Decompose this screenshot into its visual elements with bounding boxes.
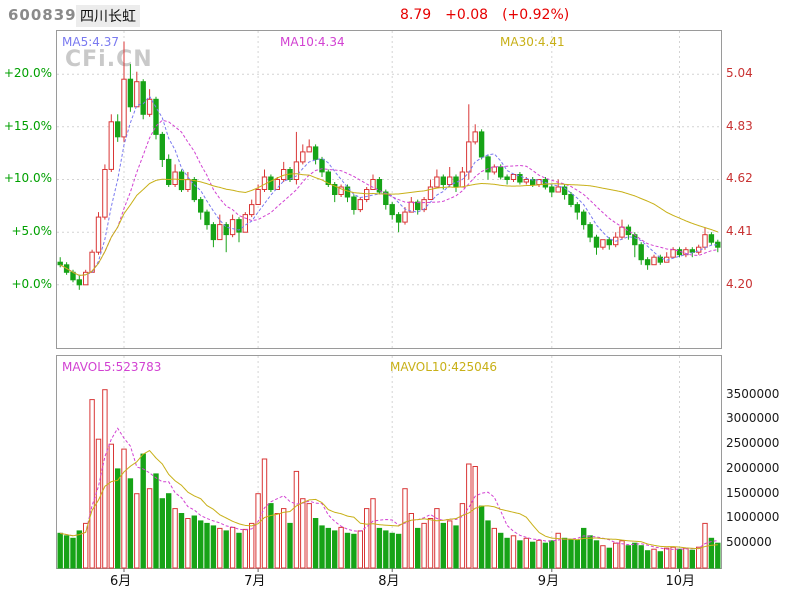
y-axis-volume-label: 3000000: [726, 411, 780, 426]
mavol10-label: MAVOL10:425046: [390, 360, 498, 374]
y-axis-price-label: 4.62: [726, 171, 753, 186]
x-axis-month-label: 8月: [378, 574, 400, 589]
volume-panel: MAVOL5:523783 MAVOL10:425046: [56, 355, 722, 572]
ma10-label: MA10:4.34: [280, 35, 345, 49]
ma5-label: MA5:4.37: [62, 35, 119, 49]
y-axis-percent-label: +15.0%: [3, 118, 52, 133]
header: 600839 四川长虹 8.79 +0.08 (+0.92%): [0, 4, 800, 27]
last-price: 8.79: [400, 7, 432, 23]
y-axis-percent-label: +0.0%: [11, 276, 52, 291]
price-quote: 8.79 +0.08 (+0.92%): [400, 7, 583, 23]
x-axis-month-label: 7月: [244, 574, 266, 589]
y-axis-percent-label: +5.0%: [11, 224, 52, 239]
mavol5-label: MAVOL5:523783: [62, 360, 162, 374]
y-axis-percent-label: +10.0%: [3, 171, 52, 186]
y-axis-price-label: 5.04: [726, 66, 753, 81]
y-axis-volume-label: 3500000: [726, 386, 780, 401]
y-axis-volume-label: 500000: [726, 535, 772, 550]
candlestick-panel: CFi.CN MA5:4.37 MA10:4.34 MA30:4.41: [56, 30, 722, 349]
y-axis-volume-label: 2000000: [726, 460, 780, 475]
x-axis-month-label: 9月: [537, 574, 560, 589]
x-axis-month-label: 6月: [110, 574, 132, 589]
y-axis-price-label: 4.41: [726, 224, 753, 239]
watermark: CFi.CN: [65, 47, 153, 72]
price-change-percent: (+0.92%): [502, 7, 570, 23]
y-axis-price-label: 4.20: [726, 276, 753, 291]
price-change: +0.08: [445, 7, 489, 23]
stock-code: 600839: [8, 6, 77, 24]
y-axis-volume-label: 1000000: [726, 510, 780, 525]
candlestick-chart: [57, 31, 721, 348]
y-axis-percent-label: +20.0%: [3, 66, 52, 81]
y-axis-price-label: 4.83: [726, 118, 753, 133]
y-axis-volume-label: 2500000: [726, 436, 780, 451]
volume-chart: [57, 356, 721, 572]
stock-name: 四川长虹: [76, 5, 140, 27]
x-axis-month-label: 10月: [665, 574, 696, 589]
ma30-label: MA30:4.41: [500, 35, 565, 49]
y-axis-volume-label: 1500000: [726, 485, 780, 500]
